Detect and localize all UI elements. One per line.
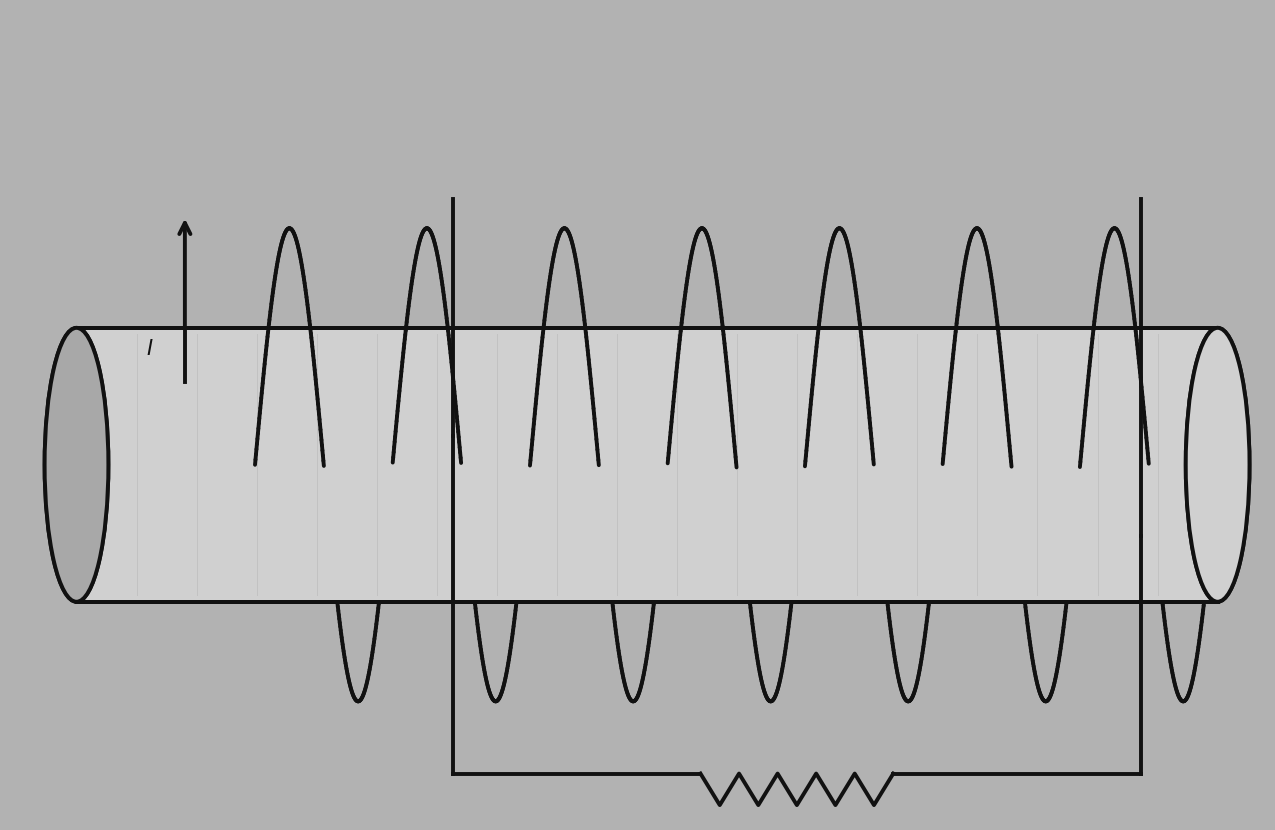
Ellipse shape: [45, 328, 108, 602]
Polygon shape: [78, 330, 1216, 600]
Ellipse shape: [1186, 328, 1250, 602]
Ellipse shape: [45, 328, 108, 602]
Polygon shape: [76, 328, 1218, 602]
Text: I: I: [147, 339, 152, 359]
Ellipse shape: [1186, 328, 1250, 602]
